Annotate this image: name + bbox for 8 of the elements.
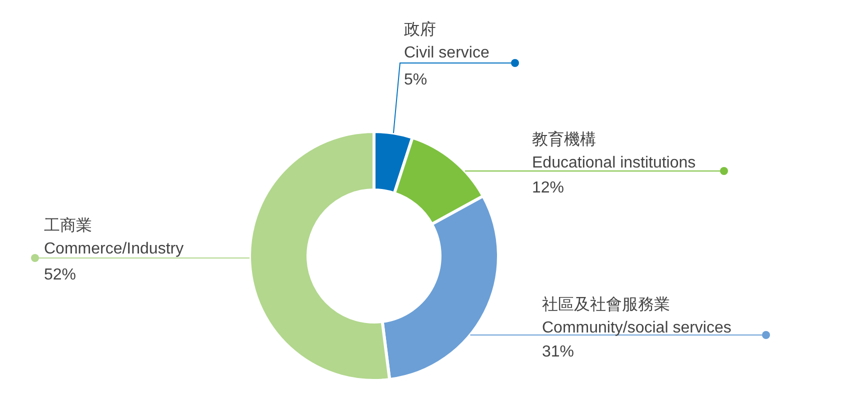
slice-label: 政府 Civil service (404, 20, 490, 62)
data-label: 52% (44, 266, 76, 284)
slice-label: 教育機構 Educational institutions (532, 130, 696, 172)
data-label: 5% (404, 71, 428, 88)
data-label: 31% (542, 343, 574, 360)
slice-label: 社區及社會服務業 Community/social services (542, 295, 732, 336)
slice-label: 工商業 Commerce/Industry (44, 216, 184, 258)
data-label: 12% (532, 179, 564, 196)
